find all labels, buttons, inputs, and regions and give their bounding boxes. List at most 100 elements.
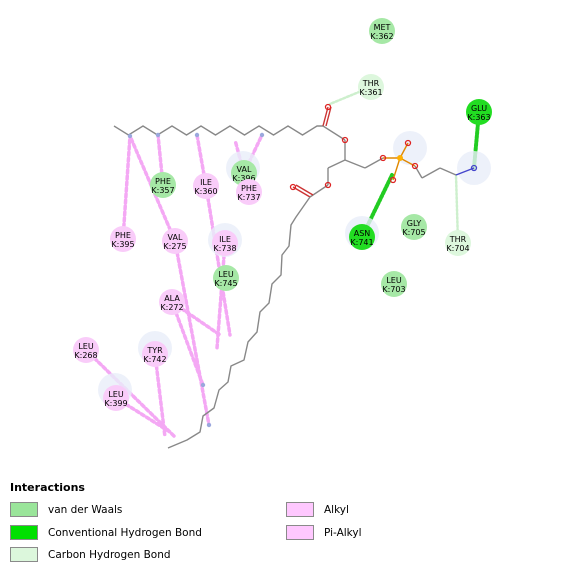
residue-name: LEU: [386, 276, 402, 285]
interaction-lines: [84, 85, 491, 439]
ligand-atom: [379, 154, 387, 162]
residue-id: K:268: [74, 351, 97, 360]
ligand-bond: [322, 106, 329, 127]
residue-id: K:357: [151, 186, 174, 195]
contact-point: [127, 133, 133, 139]
legend-swatch-vdw: [10, 502, 38, 517]
residue-name: ILE: [200, 178, 212, 187]
residue-id: K:704: [446, 244, 469, 253]
residue-disc: [466, 99, 492, 125]
ligand-atom: [411, 162, 419, 170]
ligand-bond: [344, 159, 366, 169]
residue-id: K:272: [160, 303, 183, 312]
ligand-atom: [470, 164, 478, 172]
ligand-atom: [324, 103, 332, 111]
residue-disc: [150, 172, 176, 198]
residue-name: VAL: [237, 165, 252, 174]
interaction-diagram: METK:362THRK:361GLUK:363PHEK:357ILEK:360…: [73, 18, 492, 449]
residue-name: THR: [449, 235, 467, 244]
residue-disc: [401, 214, 427, 240]
residue-id: K:275: [163, 242, 186, 251]
residue-id: K:742: [143, 355, 166, 364]
ligand-atom: [324, 181, 332, 189]
ligand-bond: [421, 167, 441, 179]
ligand-bond: [364, 157, 384, 169]
legend-label: Alkyl: [324, 503, 349, 516]
residue-name: LEU: [78, 342, 94, 351]
legend-item-pi-alkyl: Pi-Alkyl: [286, 525, 362, 540]
residue-name: TYR: [146, 346, 163, 355]
residue-id: K:737: [237, 193, 260, 202]
legend-label: Carbon Hydrogen Bond: [48, 548, 171, 561]
interaction-line-alkyl: [173, 239, 211, 427]
residue-name: PHE: [115, 231, 131, 240]
residue-id: K:360: [194, 187, 217, 196]
legend-label: Conventional Hydrogen Bond: [48, 526, 202, 539]
residue-id: K:363: [467, 113, 490, 122]
ligand-bond: [292, 186, 311, 198]
legend-item-vdw: van der Waals: [10, 502, 122, 517]
residue-name: GLU: [471, 104, 487, 113]
ligand-atom: [389, 176, 397, 184]
legend-item-alkyl: Alkyl: [286, 502, 349, 517]
residue-disc: [381, 271, 407, 297]
ligand-atom: [289, 183, 297, 191]
residue-disc: [213, 265, 239, 291]
residue-id: K:361: [359, 88, 382, 97]
ligand-bond: [439, 167, 457, 176]
contact-point: [200, 382, 206, 388]
residue-name: PHE: [155, 177, 171, 186]
ligand-bond: [167, 196, 311, 449]
contact-point: [194, 132, 200, 138]
residue-id: K:705: [402, 228, 425, 237]
residue-disc: [212, 230, 238, 256]
residue-id: K:395: [111, 240, 134, 249]
residue-id: K:741: [350, 238, 373, 247]
residue-discs: METK:362THRK:361GLUK:363PHEK:357ILEK:360…: [73, 18, 492, 411]
legend-label: Pi-Alkyl: [324, 526, 362, 539]
legend-title: Interactions: [10, 481, 85, 494]
ligand-bond: [322, 125, 346, 141]
ligand-bond: [392, 157, 401, 181]
interaction-line-alkyl: [121, 134, 132, 241]
residue-disc: [358, 74, 384, 100]
residue-name: ALA: [164, 294, 180, 303]
residue-disc: [142, 341, 168, 367]
legend-swatch-carbon-h: [10, 547, 38, 562]
legend-item-carbon-h: Carbon Hydrogen Bond: [10, 547, 171, 562]
residue-name: VAL: [168, 233, 183, 242]
contact-point: [155, 132, 161, 138]
residue-id: K:738: [213, 244, 236, 253]
residue-id: K:703: [382, 285, 405, 294]
residue-disc: [445, 230, 471, 256]
residue-disc: [236, 179, 262, 205]
contact-point: [206, 422, 212, 428]
residue-name: LEU: [108, 390, 124, 399]
residue-id: K:745: [214, 279, 237, 288]
residue-disc: [110, 226, 136, 252]
ligand-bond: [113, 125, 323, 136]
residue-disc: [369, 18, 395, 44]
residue-disc: [162, 228, 188, 254]
residue-disc: [159, 289, 185, 315]
phosphorus-atom: [397, 155, 403, 161]
residue-id: K:396: [232, 174, 255, 183]
ligand-atom: [341, 136, 349, 144]
legend: Interactions van der Waals Conventional …: [8, 478, 558, 570]
ligand-bond: [455, 167, 475, 176]
residue-disc: [103, 385, 129, 411]
